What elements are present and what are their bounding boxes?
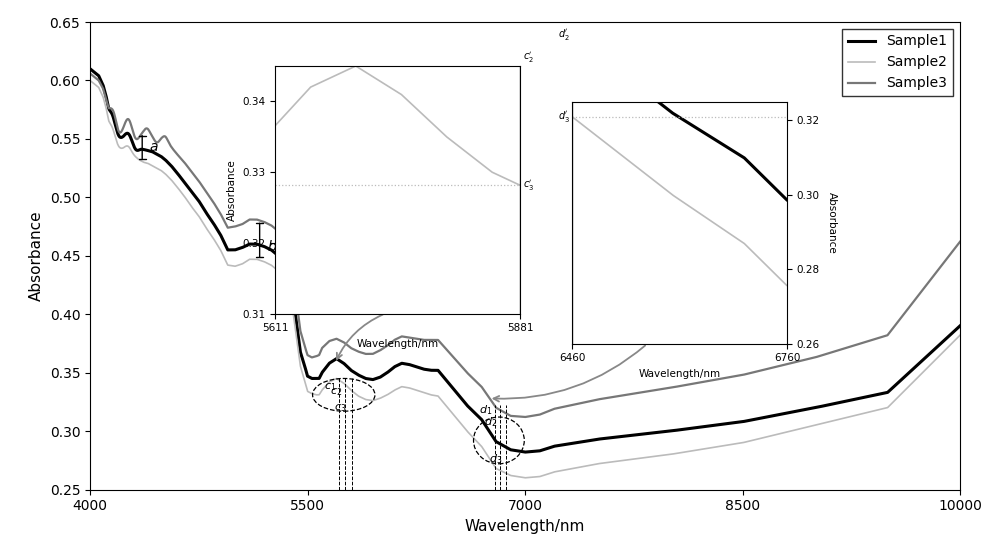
X-axis label: Wavelength/nm: Wavelength/nm (356, 339, 439, 349)
Sample3 (519, 414, 531, 420)
Sample3 (84, 70, 96, 77)
X-axis label: Wavelength/nm: Wavelength/nm (465, 519, 585, 534)
Sample3 (291, 299, 303, 306)
Sample3 (412, 336, 424, 342)
Text: $d_2$: $d_2$ (484, 415, 497, 428)
Sample2 (291, 336, 303, 342)
Sample3 (947, 247, 959, 254)
Text: $d_3$: $d_3$ (489, 452, 503, 466)
Sample2 (947, 339, 959, 345)
Text: $c_2$: $c_2$ (330, 387, 342, 398)
Sample1 (474, 415, 486, 421)
Text: $a$: $a$ (149, 140, 159, 154)
Sample1 (519, 449, 531, 455)
Sample3 (954, 239, 966, 245)
Sample1 (947, 329, 959, 336)
Sample2 (412, 387, 424, 394)
Sample3 (295, 331, 307, 337)
Sample2 (519, 475, 531, 481)
Sample2 (295, 365, 307, 372)
Sample2 (474, 441, 486, 448)
Text: $c_3$: $c_3$ (334, 402, 347, 414)
Y-axis label: Absorbance: Absorbance (827, 192, 837, 254)
Text: $d_2'$: $d_2'$ (558, 28, 570, 42)
Sample3 (474, 382, 486, 388)
Line: Sample2: Sample2 (90, 80, 960, 478)
Sample1 (291, 321, 303, 328)
Sample3 (286, 267, 298, 273)
Text: $d_3'$: $d_3'$ (558, 109, 570, 124)
Sample1 (84, 65, 96, 72)
Sample2 (84, 77, 96, 84)
Sample1 (412, 364, 424, 371)
Sample1 (954, 322, 966, 329)
Sample1 (286, 289, 298, 296)
Line: Sample3: Sample3 (90, 74, 960, 417)
Sample2 (954, 332, 966, 338)
Text: $c_3'$: $c_3'$ (523, 178, 534, 192)
X-axis label: Wavelength/nm: Wavelength/nm (638, 369, 721, 379)
Text: $b$: $b$ (267, 239, 277, 254)
Y-axis label: Absorbance: Absorbance (29, 211, 44, 301)
Text: $c_1$: $c_1$ (324, 381, 336, 393)
Text: $d_1$: $d_1$ (479, 403, 492, 417)
Line: Sample1: Sample1 (90, 69, 960, 452)
Sample2 (286, 305, 298, 311)
Sample1 (295, 351, 307, 358)
Legend: Sample1, Sample2, Sample3: Sample1, Sample2, Sample3 (842, 29, 953, 96)
Y-axis label: Absorbance: Absorbance (227, 159, 237, 221)
Text: $c_2'$: $c_2'$ (523, 51, 534, 65)
